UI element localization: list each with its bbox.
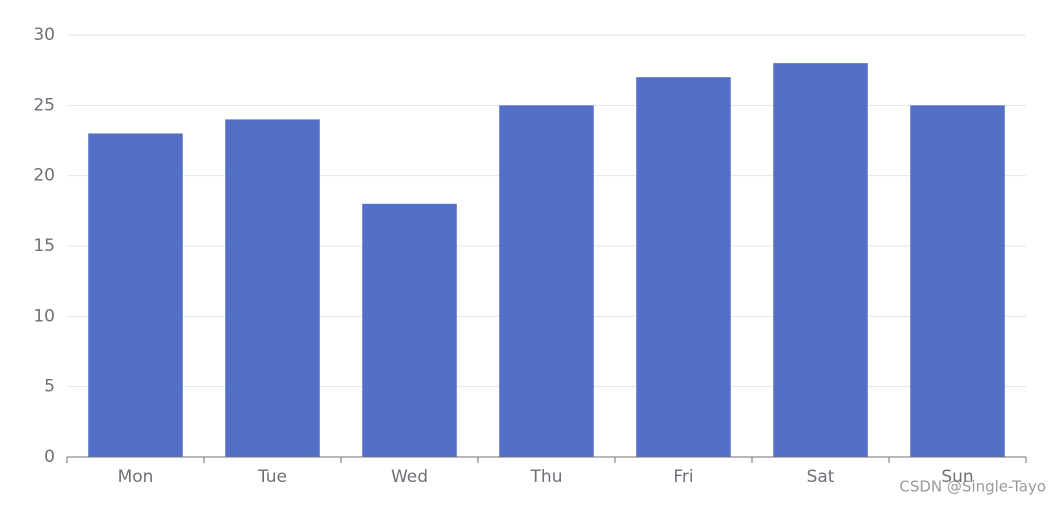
bar: [225, 119, 320, 458]
x-tick-label: Tue: [257, 467, 287, 487]
y-tick-label: 10: [33, 306, 55, 326]
bar: [773, 63, 868, 458]
y-tick-label: 0: [44, 447, 55, 467]
x-tick-label: Sat: [807, 467, 835, 487]
bar: [88, 133, 183, 457]
y-tick-label: 20: [33, 166, 55, 186]
x-tick-label: Fri: [673, 467, 693, 487]
bar: [636, 77, 731, 457]
y-tick-label: 5: [44, 377, 55, 397]
y-tick-label: 25: [33, 95, 55, 115]
x-tick-label: Mon: [118, 467, 154, 487]
bar: [362, 203, 457, 457]
bar: [499, 105, 594, 457]
y-tick-label: 15: [33, 236, 55, 256]
x-tick-label: Thu: [530, 467, 563, 487]
y-tick-label: 30: [33, 25, 55, 45]
bar: [910, 105, 1005, 457]
watermark: CSDN @Single-Tayo: [899, 478, 1046, 496]
x-tick-label: Sun: [941, 467, 973, 487]
x-tick-label: Wed: [391, 467, 428, 487]
